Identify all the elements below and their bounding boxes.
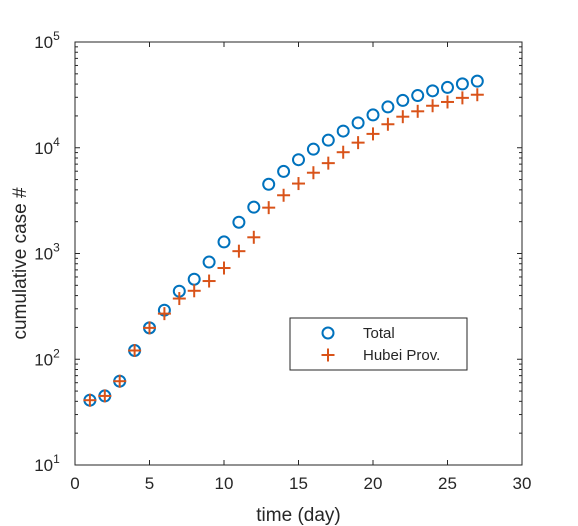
hubei-point (232, 244, 246, 258)
y-tick-label: 102 (34, 346, 60, 369)
hubei-point (247, 230, 261, 244)
data-marks (83, 74, 484, 407)
hubei-point (366, 127, 380, 141)
x-tick-label: 15 (289, 474, 308, 493)
total-point (306, 142, 320, 156)
total-point (187, 272, 201, 286)
x-tick-label: 25 (438, 474, 457, 493)
plot-frame (74, 41, 523, 466)
hubei-point (157, 307, 171, 321)
hubei-point (262, 201, 276, 215)
hubei-point (455, 91, 469, 105)
x-tick-label: 0 (70, 474, 79, 493)
hubei-point (217, 261, 231, 275)
total-point (470, 74, 484, 88)
y-tick-label: 105 (34, 29, 60, 52)
y-tick-label: 101 (34, 452, 60, 475)
legend-box (289, 317, 468, 371)
hubei-point (187, 284, 201, 298)
hubei-point (83, 393, 97, 407)
series-hubei-prov (83, 88, 484, 407)
hubei-point (277, 188, 291, 202)
hubei-point (336, 145, 350, 159)
hubei-point (470, 88, 484, 102)
y-axis-label: cumulative case # (10, 187, 31, 340)
total-point (262, 177, 276, 191)
total-point (217, 235, 231, 249)
hubei-point (321, 156, 335, 170)
total-point (441, 80, 454, 94)
total-point (426, 84, 440, 98)
total-point (321, 133, 335, 147)
hubei-point (426, 99, 440, 113)
legend-marker (321, 348, 335, 362)
hubei-point (292, 177, 305, 191)
total-point (411, 89, 425, 103)
y-tick-label: 103 (34, 241, 60, 264)
total-point (396, 93, 410, 107)
x-tick-label: 5 (145, 474, 154, 493)
hubei-point (381, 117, 395, 131)
total-point (247, 200, 261, 214)
legend-label: Total (363, 325, 395, 342)
axes: 0 5 10 15 20 25 30 101 102 103 104 105 time (day) cum… (10, 29, 531, 526)
hubei-point (411, 104, 425, 118)
total-point (232, 215, 246, 229)
total-point (336, 124, 350, 138)
hubei-point (113, 374, 127, 388)
hubei-point (306, 166, 320, 180)
hubei-point (128, 343, 142, 357)
total-point (351, 116, 365, 130)
total-point (366, 108, 380, 122)
hubei-point (172, 292, 186, 306)
x-tick-label: 30 (513, 474, 532, 493)
total-point (202, 255, 216, 269)
y-tick-label: 104 (34, 135, 60, 158)
legend-marker (321, 326, 335, 340)
x-axis-label: time (day) (256, 505, 340, 526)
legend: Total Hubei Prov. (289, 317, 468, 371)
x-tick-label: 10 (215, 474, 234, 493)
hubei-point (351, 136, 365, 150)
hubei-point (98, 389, 112, 403)
hubei-point (396, 110, 410, 124)
x-tick-label: 20 (364, 474, 383, 493)
total-point (277, 164, 291, 178)
hubei-point (202, 274, 216, 288)
total-point (381, 100, 395, 114)
total-point (292, 153, 305, 167)
legend-label: Hubei Prov. (363, 347, 440, 364)
hubei-point (441, 95, 454, 109)
total-point (455, 77, 469, 91)
hubei-point (143, 321, 156, 335)
